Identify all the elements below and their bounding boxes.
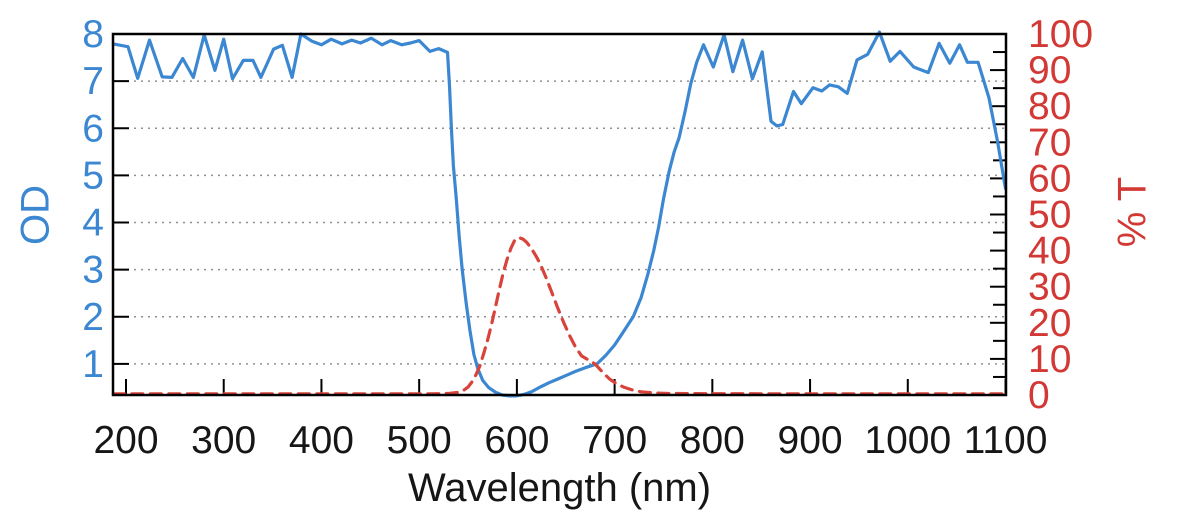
y-left-tick-label: 6 [82,107,104,150]
y-left-tick-label: 5 [82,154,104,197]
y-right-tick-label: 100 [1028,13,1093,56]
x-tick-label: 600 [484,419,549,462]
transmission-curve [111,236,1008,396]
y-right-tick-label: 20 [1028,302,1071,345]
x-tick-label: 700 [582,419,647,462]
y-right-tick-label: 10 [1028,338,1071,381]
y-right-tick-label: 90 [1028,49,1071,92]
y-left-tick-label: 3 [82,249,104,292]
y-left-tick-label: 8 [82,13,104,56]
x-tick-label: 200 [93,419,158,462]
x-tick-label: 500 [387,419,452,462]
y-right-tick-label: 50 [1028,194,1071,237]
x-axis-title: Wavelength (nm) [407,466,712,510]
y-right-tick-label: 70 [1028,121,1071,164]
y-right-tick-label: 60 [1028,157,1071,200]
x-tick-label: 400 [289,419,354,462]
x-tick-label: 300 [191,419,256,462]
y-left-tick-label: 2 [82,296,104,339]
x-tick-label: 1100 [964,419,1048,462]
y-right-tick-label: 80 [1028,85,1071,128]
y-right-tick-label: 40 [1028,230,1071,273]
y-right-tick-label: 30 [1028,266,1071,309]
y-left-tick-label: 7 [82,60,104,103]
od-curve [111,30,1008,398]
plot-border [111,32,1008,397]
y-right-tick-label: 0 [1028,374,1050,417]
y-left-axis-title: OD [13,185,58,245]
x-tick-label: 800 [680,419,745,462]
x-tick-label: 1000 [864,419,951,462]
x-tick-label: 900 [778,419,843,462]
y-left-tick-label: 4 [82,202,104,245]
y-right-axis-title: % T [1110,176,1155,248]
y-left-tick-label: 1 [82,343,104,386]
